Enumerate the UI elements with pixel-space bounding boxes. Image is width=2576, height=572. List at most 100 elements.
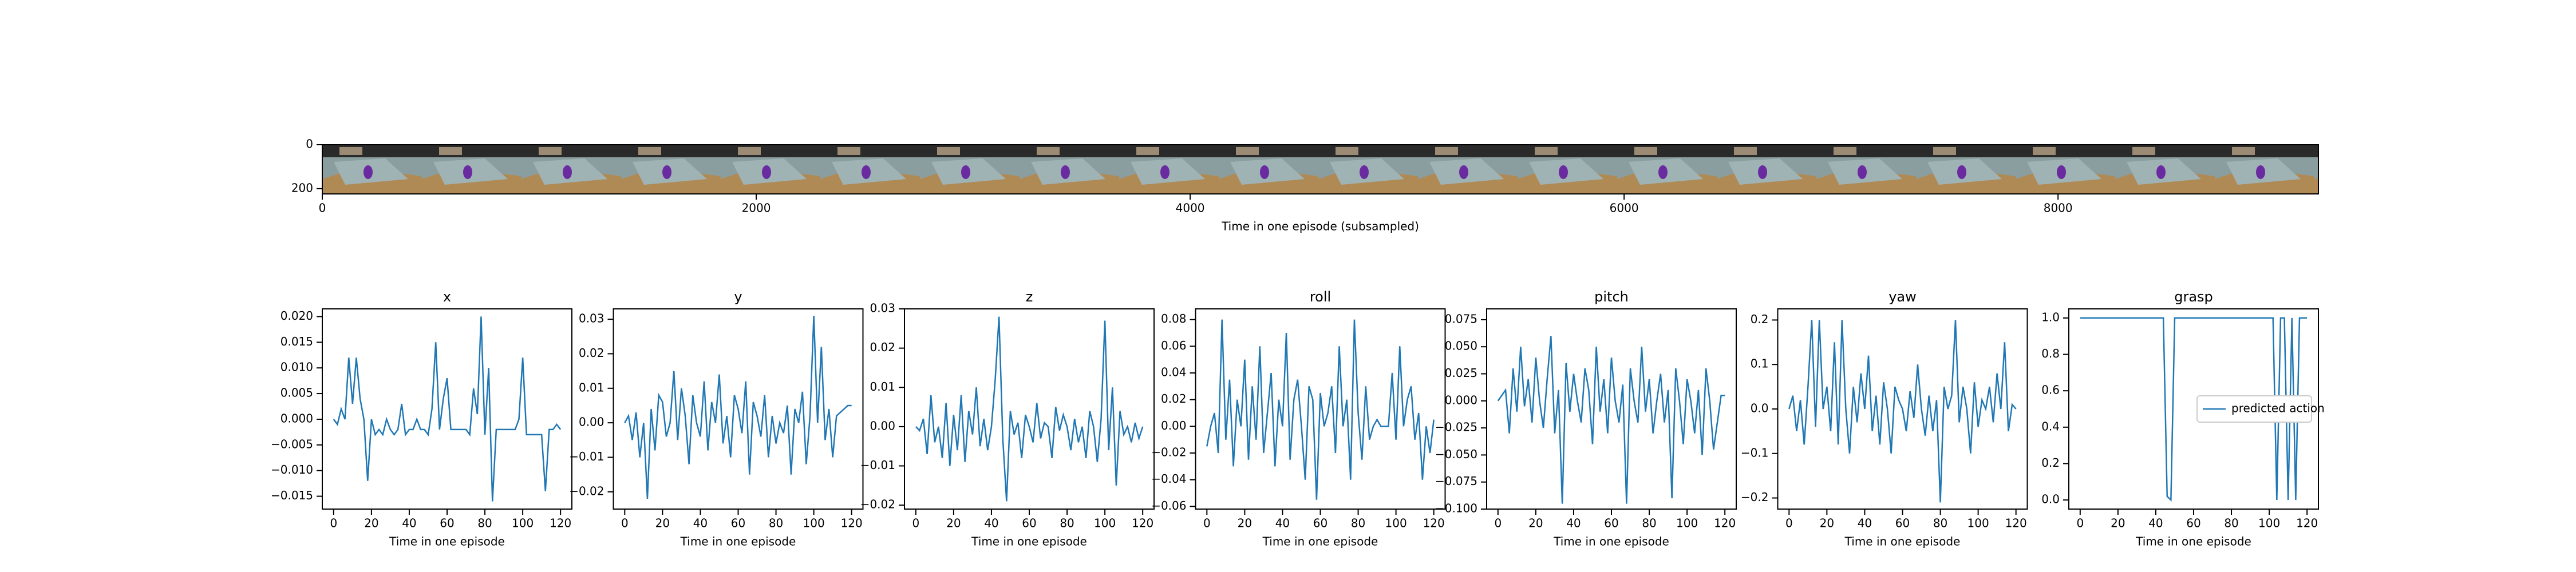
x-tick-label: 60 bbox=[731, 517, 745, 530]
x-tick-label: 100 bbox=[1676, 517, 1698, 530]
x-tick-label: 20 bbox=[2111, 517, 2125, 530]
axes-title: roll bbox=[1310, 289, 1331, 305]
x-tick-label: 40 bbox=[2148, 517, 2163, 530]
x-tick-label: 20 bbox=[1528, 517, 1543, 530]
data-line bbox=[1497, 336, 1725, 504]
x-tick-label: 40 bbox=[1566, 517, 1581, 530]
y-tick-label: −0.02 bbox=[860, 498, 895, 511]
x-tick-label: 80 bbox=[2224, 517, 2238, 530]
y-tick-label: 0.020 bbox=[280, 309, 313, 323]
x-tick-label: 120 bbox=[1423, 517, 1445, 530]
x-tick-label: 60 bbox=[1604, 517, 1618, 530]
axes-title: x bbox=[443, 289, 451, 305]
axes-title: y bbox=[734, 289, 742, 305]
x-tick-label: 40 bbox=[984, 517, 998, 530]
data-line bbox=[333, 316, 562, 502]
x-axis-label: Time in one episode bbox=[680, 535, 796, 549]
x-tick-label: 80 bbox=[1642, 517, 1656, 530]
y-tick-label: 0.01 bbox=[579, 380, 605, 394]
y-tick-label: 0.1 bbox=[1751, 357, 1769, 371]
axes-title: z bbox=[1026, 289, 1033, 305]
x-tick-label: 60 bbox=[1313, 517, 1327, 530]
x-tick-label: 20 bbox=[946, 517, 961, 530]
y-tick-label: 0.00 bbox=[1161, 419, 1187, 432]
y-tick-label: −0.010 bbox=[271, 463, 313, 476]
axes-title: yaw bbox=[1888, 289, 1917, 305]
x-tick-label: 120 bbox=[1714, 517, 1736, 530]
legend-label: predicted action bbox=[2231, 402, 2325, 415]
y-tick-label: 0.050 bbox=[1445, 339, 1477, 353]
axes-frame bbox=[613, 308, 864, 510]
x-tick-label: 40 bbox=[693, 517, 708, 530]
y-tick-label: 0 bbox=[306, 137, 313, 151]
x-tick-label: 120 bbox=[550, 517, 571, 530]
x-axis-label: Time in one episode bbox=[2135, 535, 2251, 549]
y-tick-label: −0.02 bbox=[569, 484, 604, 498]
x-tick-label: 4000 bbox=[1176, 201, 1205, 215]
x-tick-label: 60 bbox=[440, 517, 454, 530]
data-line bbox=[1206, 319, 1435, 500]
x-tick-label: 0 bbox=[912, 517, 919, 530]
x-tick-label: 20 bbox=[655, 517, 670, 530]
y-tick-label: 0.06 bbox=[1161, 339, 1187, 352]
x-tick-label: 80 bbox=[477, 517, 492, 530]
axes-title: pitch bbox=[1594, 289, 1629, 305]
axes-frame bbox=[1195, 308, 1446, 510]
axes-frame bbox=[322, 144, 2319, 194]
x-tick-label: 2000 bbox=[742, 201, 771, 215]
y-tick-label: −0.1 bbox=[1741, 446, 1769, 459]
x-tick-label: 40 bbox=[1858, 517, 1872, 530]
x-tick-label: 100 bbox=[1385, 517, 1407, 530]
y-tick-label: −0.015 bbox=[271, 488, 313, 502]
axes-frame bbox=[1777, 308, 2028, 510]
x-tick-label: 120 bbox=[2296, 517, 2318, 530]
legend-box bbox=[2196, 395, 2312, 423]
x-tick-label: 60 bbox=[1895, 517, 1910, 530]
x-tick-label: 0 bbox=[621, 517, 629, 530]
y-tick-label: 0.08 bbox=[1161, 312, 1187, 325]
x-tick-label: 100 bbox=[803, 517, 825, 530]
y-tick-label: 0.005 bbox=[280, 386, 313, 400]
x-tick-label: 60 bbox=[1022, 517, 1036, 530]
x-tick-label: 20 bbox=[1238, 517, 1252, 530]
x-tick-label: 80 bbox=[769, 517, 783, 530]
y-tick-label: 0.000 bbox=[280, 411, 313, 425]
axes-frame bbox=[2068, 308, 2319, 510]
x-axis-label: Time in one episode bbox=[1844, 535, 1961, 549]
y-tick-label: 0.03 bbox=[870, 301, 895, 315]
y-tick-label: −0.01 bbox=[569, 450, 604, 463]
x-axis-label: Time in one episode (subsampled) bbox=[1221, 220, 1419, 233]
y-tick-label: −0.2 bbox=[1741, 490, 1769, 504]
x-tick-label: 20 bbox=[1820, 517, 1834, 530]
y-tick-label: 0.2 bbox=[1751, 312, 1769, 326]
x-tick-label: 20 bbox=[364, 517, 378, 530]
y-tick-label: 0.010 bbox=[280, 360, 313, 374]
x-axis-label: Time in one episode bbox=[971, 535, 1087, 549]
data-line bbox=[624, 316, 852, 499]
frame-strip bbox=[322, 145, 2318, 194]
x-tick-label: 0 bbox=[1494, 517, 1502, 530]
y-tick-label: −0.01 bbox=[860, 458, 895, 472]
y-tick-label: 0.02 bbox=[1161, 392, 1187, 406]
axes-title: grasp bbox=[2174, 289, 2213, 305]
x-axis-label: Time in one episode bbox=[1262, 535, 1378, 549]
data-line bbox=[1788, 320, 2017, 503]
x-tick-label: 0 bbox=[1785, 517, 1793, 530]
x-tick-label: 40 bbox=[402, 517, 416, 530]
x-tick-label: 100 bbox=[512, 517, 534, 530]
x-tick-label: 120 bbox=[2005, 517, 2027, 530]
x-tick-label: 0 bbox=[319, 201, 326, 215]
x-tick-label: 80 bbox=[1351, 517, 1365, 530]
y-tick-label: 0.0 bbox=[1751, 402, 1769, 415]
x-tick-label: 100 bbox=[1094, 517, 1116, 530]
x-tick-label: 0 bbox=[2076, 517, 2084, 530]
x-tick-label: 100 bbox=[1967, 517, 1989, 530]
axes-frame bbox=[322, 308, 572, 510]
data-line bbox=[915, 316, 1144, 502]
x-tick-label: 6000 bbox=[1610, 201, 1639, 215]
x-tick-label: 100 bbox=[2258, 517, 2280, 530]
y-tick-label: 0.03 bbox=[579, 312, 605, 325]
y-tick-label: 0.0 bbox=[2041, 492, 2060, 506]
y-tick-label: 0.000 bbox=[1445, 393, 1477, 407]
